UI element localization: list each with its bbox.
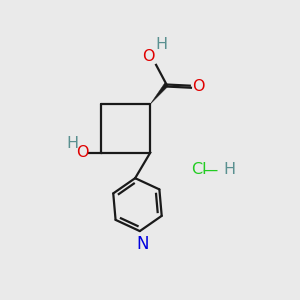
Text: O: O (192, 79, 204, 94)
Text: H: H (67, 136, 79, 152)
Polygon shape (150, 83, 168, 104)
Text: O: O (76, 145, 89, 160)
Text: Cl: Cl (191, 163, 207, 178)
Text: N: N (136, 235, 149, 253)
Text: H: H (156, 37, 168, 52)
Text: H: H (223, 163, 235, 178)
Text: O: O (142, 49, 154, 64)
Text: —: — (202, 163, 217, 178)
